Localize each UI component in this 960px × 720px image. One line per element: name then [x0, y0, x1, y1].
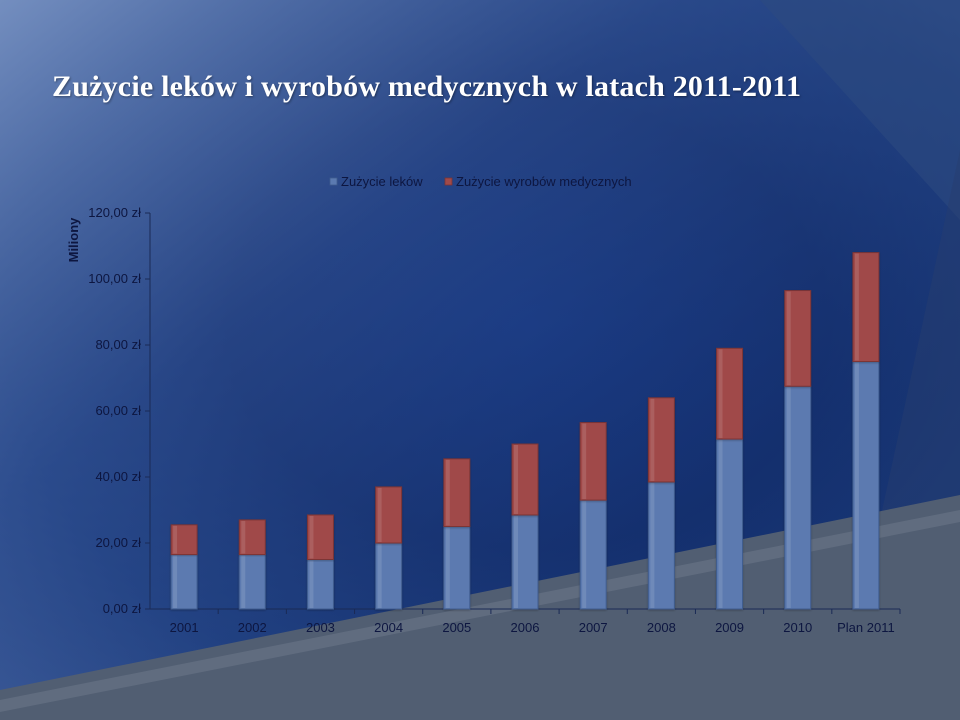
- bar-highlight: [786, 387, 791, 608]
- y-tick-label: 80,00 zł: [95, 337, 141, 352]
- bar-highlight: [718, 349, 723, 439]
- axes: 0,00 zł 20,00 zł 40,00 zł 60,00 zł 80,00 zł 1…: [88, 205, 901, 635]
- bar-segment-wyroby: [238, 519, 266, 556]
- bar-highlight: [854, 253, 859, 361]
- y-tick-label: 0,00 zł: [103, 601, 141, 616]
- y-tick-label: 20,00 zł: [95, 535, 141, 550]
- bar-highlight: [173, 555, 178, 608]
- bars: [170, 252, 880, 610]
- x-tick-label: 2007: [579, 620, 608, 635]
- bar-segment-wyroby: [784, 290, 812, 387]
- y-tick-label: 40,00 zł: [95, 469, 141, 484]
- bar-highlight: [241, 555, 246, 608]
- y-tick-label: 100,00 zł: [88, 271, 141, 286]
- bar-segment-leki: [852, 361, 880, 610]
- bar-segment-wyroby: [375, 486, 403, 544]
- bar-segment-leki: [716, 438, 744, 610]
- bar-highlight: [854, 362, 859, 608]
- bar-highlight: [173, 525, 178, 554]
- x-tick-label: 2001: [170, 620, 199, 635]
- bar-segment-wyroby: [647, 397, 675, 483]
- x-tick-label: 2009: [715, 620, 744, 635]
- bar-highlight: [514, 515, 518, 608]
- bar-segment-leki: [579, 499, 607, 610]
- bar-segment-leki: [511, 514, 539, 610]
- bar-highlight: [650, 398, 655, 481]
- bar-highlight: [786, 291, 791, 386]
- bar-highlight: [514, 445, 518, 514]
- bar-highlight: [582, 501, 587, 608]
- bar-segment-wyroby: [511, 443, 539, 516]
- legend-label: Zużycie leków: [341, 174, 423, 189]
- bar-segment-leki: [238, 554, 266, 610]
- legend: Zużycie leków Zużycie wyrobów medycznych: [329, 174, 632, 189]
- bar-highlight: [582, 423, 587, 500]
- corner-shape-top: [760, 0, 960, 220]
- bar-highlight: [650, 482, 655, 608]
- legend-swatch: [444, 177, 453, 186]
- legend-swatch: [329, 177, 338, 186]
- x-tick-label: 2010: [783, 620, 812, 635]
- x-tick-label: 2002: [238, 620, 267, 635]
- x-tick-label: 2003: [306, 620, 335, 635]
- bar-segment-wyroby: [306, 514, 334, 561]
- bar-segment-wyroby: [852, 252, 880, 363]
- x-tick-label: 2006: [511, 620, 540, 635]
- legend-label: Zużycie wyrobów medycznych: [456, 174, 632, 189]
- y-tick-label: 60,00 zł: [95, 403, 141, 418]
- bar-highlight: [445, 527, 450, 608]
- bar-segment-leki: [647, 481, 675, 610]
- bar-highlight: [309, 515, 314, 559]
- bar-highlight: [309, 560, 314, 608]
- x-tick-label: Plan 2011: [837, 620, 895, 635]
- bar-highlight: [377, 544, 382, 608]
- bar-highlight: [377, 487, 382, 542]
- x-tick-label: 2004: [374, 620, 403, 635]
- corner-shape-right: [880, 150, 960, 520]
- bar-segment-leki: [784, 385, 812, 610]
- bar-highlight: [241, 520, 246, 554]
- bar-segment-wyroby: [579, 422, 607, 501]
- bar-segment-leki: [443, 526, 471, 610]
- bar-highlight: [718, 440, 723, 608]
- slide-title: Zużycie leków i wyrobów medycznych w lat…: [52, 70, 802, 103]
- y-tick-label: 120,00 zł: [88, 205, 141, 220]
- x-tick-label: 2008: [647, 620, 676, 635]
- bar-segment-wyroby: [443, 458, 471, 528]
- bar-segment-wyroby: [170, 524, 198, 556]
- bar-segment-leki: [375, 542, 403, 610]
- x-tick-label: 2005: [442, 620, 471, 635]
- y-axis-label: Miliony: [66, 217, 81, 263]
- bar-segment-wyroby: [716, 347, 744, 440]
- bar-highlight: [445, 459, 450, 526]
